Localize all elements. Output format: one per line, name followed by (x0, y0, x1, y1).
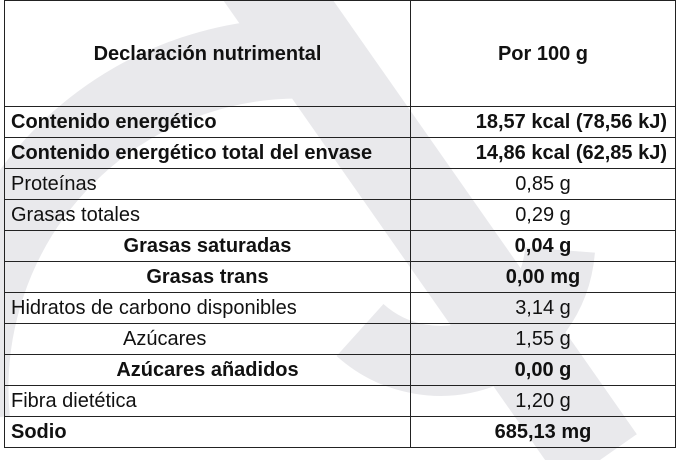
table-row: Azúcares 1,55 g (4, 323, 676, 355)
row-value: 1,55 g (410, 323, 676, 355)
row-name: Hidratos de carbono disponibles (4, 292, 411, 324)
row-value: 0,00 g (410, 354, 676, 386)
row-value: 0,85 g (410, 168, 676, 200)
row-value: 1,20 g (410, 385, 676, 417)
header-value-cell: Por 100 g (410, 0, 676, 107)
row-value: 18,57 kcal (78,56 kJ) (410, 106, 676, 138)
row-name: Contenido energético total del envase (4, 137, 411, 169)
row-name: Azúcares (4, 323, 411, 355)
table-row: Contenido energético 18,57 kcal (78,56 k… (4, 106, 676, 138)
table-row: Proteínas 0,85 g (4, 168, 676, 200)
row-name: Grasas saturadas (4, 230, 411, 262)
row-name: Grasas trans (4, 261, 411, 293)
table-row: Grasas totales 0,29 g (4, 199, 676, 231)
row-value: 0,29 g (410, 199, 676, 231)
table-row: Grasas trans 0,00 mg (4, 261, 676, 293)
row-value: 0,00 mg (410, 261, 676, 293)
row-name: Grasas totales (4, 199, 411, 231)
table-row: Grasas saturadas 0,04 g (4, 230, 676, 262)
row-name: Contenido energético (4, 106, 411, 138)
row-value: 0,04 g (410, 230, 676, 262)
table-header-row: Declaración nutrimental Por 100 g (4, 0, 676, 107)
table-row: Fibra dietética 1,20 g (4, 385, 676, 417)
table-row: Contenido energético total del envase 14… (4, 137, 676, 169)
row-name: Fibra dietética (4, 385, 411, 417)
table-row: Hidratos de carbono disponibles 3,14 g (4, 292, 676, 324)
row-name: Sodio (4, 416, 411, 448)
row-value: 3,14 g (410, 292, 676, 324)
row-value: 685,13 mg (410, 416, 676, 448)
header-name-cell: Declaración nutrimental (4, 0, 411, 107)
nutrition-table: Declaración nutrimental Por 100 g Conten… (4, 0, 676, 448)
row-value: 14,86 kcal (62,85 kJ) (410, 137, 676, 169)
row-name: Proteínas (4, 168, 411, 200)
row-name: Azúcares añadidos (4, 354, 411, 386)
table-row: Sodio 685,13 mg (4, 416, 676, 448)
table-row: Azúcares añadidos 0,00 g (4, 354, 676, 386)
